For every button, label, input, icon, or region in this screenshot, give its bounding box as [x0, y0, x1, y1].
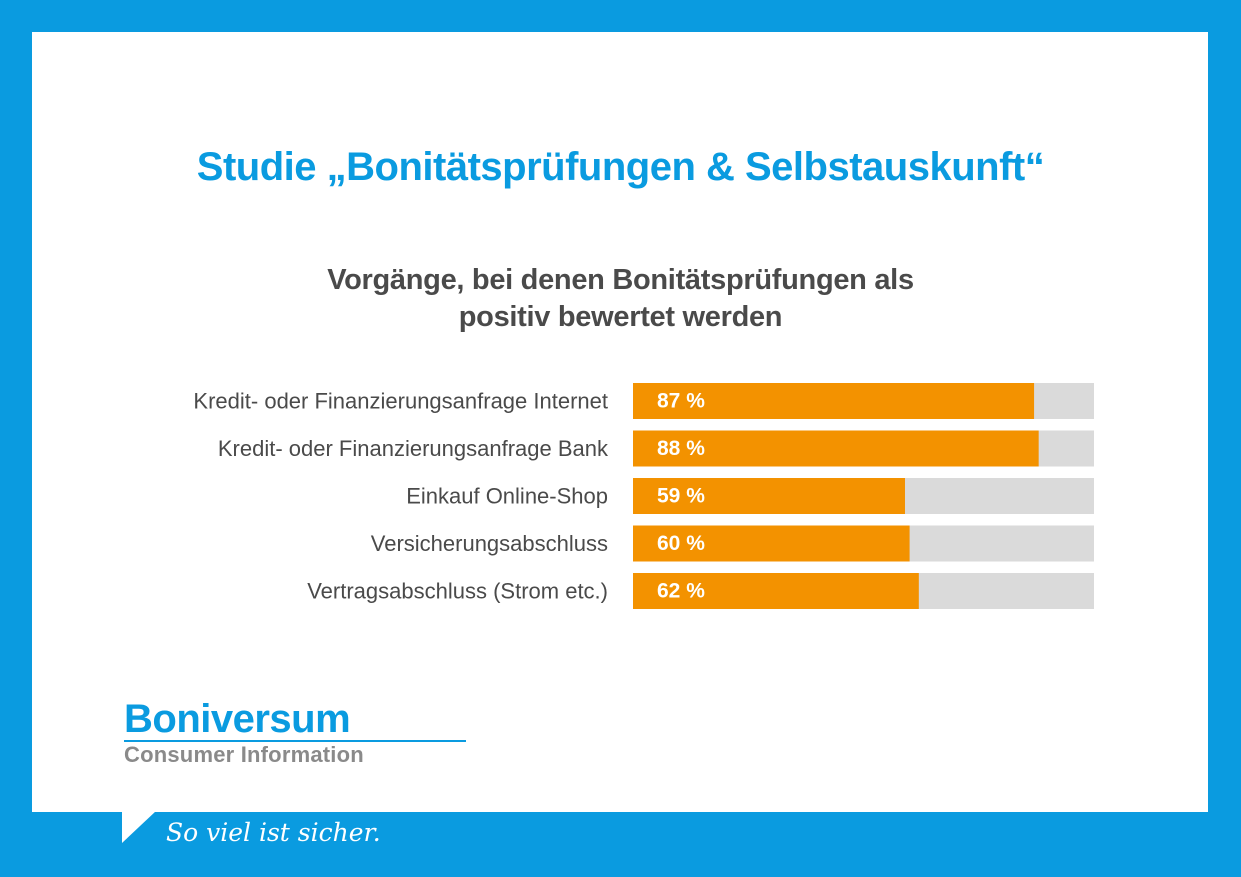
bar — [633, 525, 910, 562]
bar-value-label: 62 % — [657, 580, 705, 603]
logo-subtitle: Consumer Information — [124, 742, 364, 767]
bar-value-label: 87 % — [657, 390, 705, 413]
bar — [633, 430, 1039, 467]
chart-title-line-1: Vorgänge, bei denen Bonitätsprüfungen al… — [327, 264, 914, 296]
bar — [633, 573, 919, 609]
category-label: Kredit- oder Finanzierungsanfrage Bank — [218, 436, 609, 461]
category-label: Versicherungsabschluss — [371, 531, 608, 556]
category-label: Kredit- oder Finanzierungsanfrage Intern… — [193, 389, 608, 414]
page-title: Studie „Bonitätsprüfungen & Selbstauskun… — [196, 145, 1045, 189]
logo-wordmark: Boniversum — [124, 697, 351, 741]
tagline: So viel ist sicher. — [166, 818, 381, 847]
bar-chart: Kredit- oder Finanzierungsanfrage Intern… — [193, 383, 1094, 609]
bar-value-label: 60 % — [657, 532, 705, 555]
content-panel — [32, 32, 1208, 812]
speech-bubble-notch — [122, 811, 156, 843]
bar — [633, 478, 905, 514]
bar-value-label: 88 % — [657, 437, 705, 460]
chart-title: Vorgänge, bei denen Bonitätsprüfungen al… — [0, 262, 1241, 336]
boniversum-logo: Boniversum Consumer Information — [124, 697, 466, 768]
logo-rule — [124, 740, 466, 742]
chart-title-line-2: positiv bewertet werden — [458, 301, 783, 333]
bar — [633, 383, 1035, 419]
category-label: Einkauf Online-Shop — [406, 484, 608, 509]
bar-value-label: 59 % — [657, 485, 705, 508]
category-label: Vertragsabschluss (Strom etc.) — [307, 579, 608, 604]
